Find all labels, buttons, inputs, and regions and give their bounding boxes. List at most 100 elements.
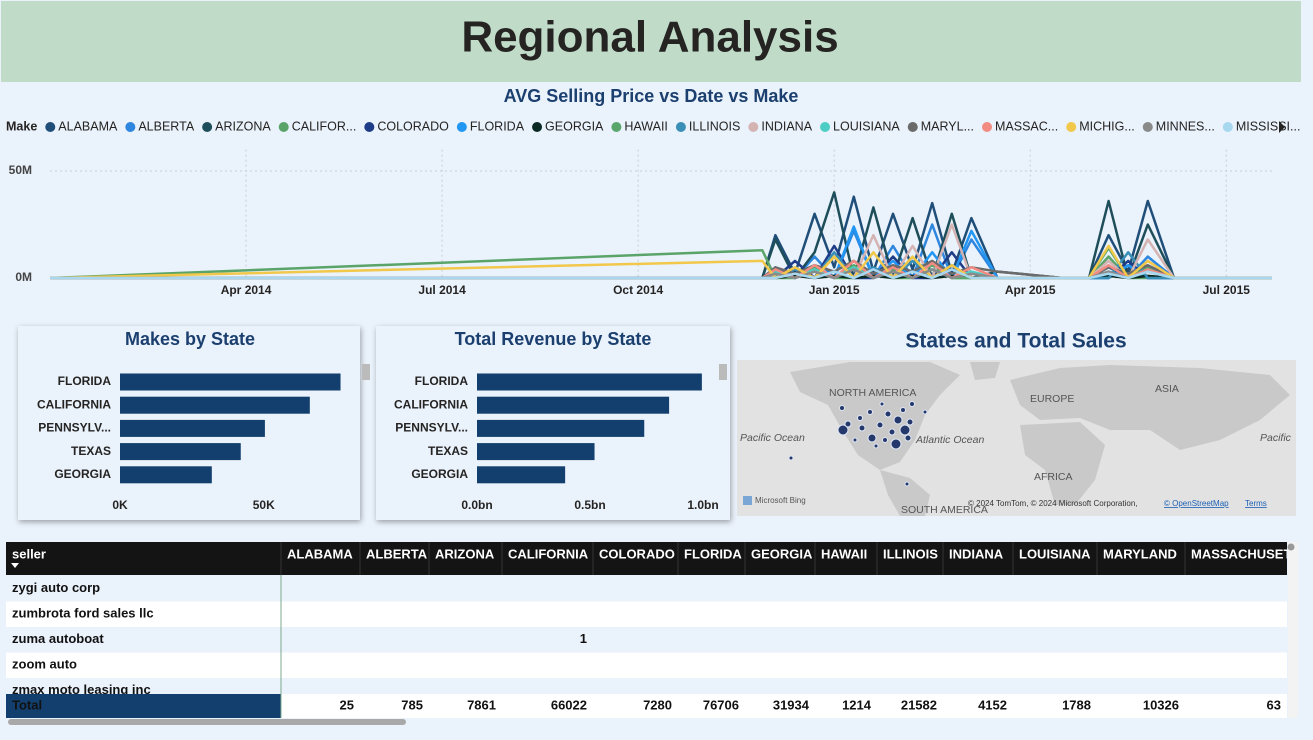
bubble — [900, 407, 906, 413]
map-label: ASIA — [1155, 383, 1179, 395]
bubble — [876, 421, 884, 429]
total-label: Total — [12, 697, 42, 712]
map-label: Pacific Ocean — [740, 432, 805, 444]
y-tick-label: GEORGIA — [411, 467, 468, 481]
legend-swatch[interactable] — [748, 122, 759, 132]
y-tick-label: FLORIDA — [415, 374, 469, 388]
column-header[interactable]: CALIFORNIA — [508, 546, 589, 561]
map-label: AFRICA — [1034, 471, 1073, 483]
legend-entry[interactable]: CALIFOR... — [292, 119, 357, 133]
total-value: 7861 — [467, 697, 496, 712]
table-row-bg — [6, 576, 1287, 602]
legend-swatch[interactable] — [278, 122, 289, 132]
legend-swatch[interactable] — [202, 122, 213, 132]
cell-value: 1 — [580, 631, 587, 646]
y-tick-label: 0M — [15, 270, 32, 284]
bubble — [904, 481, 910, 487]
bar[interactable] — [120, 396, 310, 414]
legend-swatch[interactable] — [532, 122, 543, 132]
legend-swatch[interactable] — [820, 122, 831, 132]
bar[interactable] — [120, 443, 241, 461]
legend-entry[interactable]: MISSISSI... — [1236, 119, 1301, 133]
legend-entry[interactable]: FLORIDA — [470, 119, 525, 133]
y-tick-label: CALIFORNIA — [37, 397, 111, 411]
legend-entry[interactable]: COLORADO — [377, 119, 449, 133]
column-header[interactable]: COLORADO — [599, 546, 675, 561]
bubble — [888, 428, 896, 436]
column-header[interactable]: ILLINOIS — [883, 546, 938, 561]
x-tick-label: Jan 2015 — [809, 283, 860, 297]
bar[interactable] — [477, 466, 566, 484]
bar[interactable] — [120, 373, 341, 391]
legend-entry[interactable]: ALABAMA — [58, 119, 118, 133]
legend-entry[interactable]: INDIANA — [761, 119, 812, 133]
legend-swatch[interactable] — [456, 122, 467, 132]
x-tick-label: Jul 2014 — [418, 283, 466, 297]
bubble — [906, 418, 914, 426]
legend-swatch[interactable] — [1066, 122, 1077, 132]
legend-entry[interactable]: ALBERTA — [138, 119, 194, 133]
bar[interactable] — [477, 419, 645, 437]
legend-swatch[interactable] — [364, 122, 375, 132]
column-header[interactable]: MARYLAND — [1103, 546, 1177, 561]
legend-entry[interactable]: HAWAII — [624, 119, 668, 133]
column-header[interactable]: MASSACHUSET — [1191, 546, 1291, 561]
legend-scroll-arrow[interactable] — [1279, 121, 1285, 133]
legend-swatch[interactable] — [907, 122, 918, 132]
bubble — [882, 437, 888, 443]
legend-swatch[interactable] — [611, 122, 622, 132]
column-header[interactable]: ALABAMA — [287, 546, 353, 561]
h-scrollbar[interactable] — [8, 719, 406, 725]
total-value: 63 — [1267, 697, 1281, 712]
scrollbar[interactable] — [719, 364, 727, 380]
column-header[interactable]: HAWAII — [821, 546, 867, 561]
legend-entry[interactable]: LOUISIANA — [833, 119, 900, 133]
map-label: EUROPE — [1030, 393, 1074, 405]
legend-entry[interactable]: MICHIG... — [1079, 119, 1135, 133]
bar[interactable] — [477, 396, 670, 414]
legend-entry[interactable]: MINNES... — [1156, 119, 1215, 133]
line-chart: Make ALABAMA ALBERTA ARIZONA CALIFOR... COLOR… — [6, 119, 1300, 297]
row-header: zoom auto — [12, 656, 77, 671]
map-label: NORTH AMERICA — [829, 387, 916, 399]
legend-swatch[interactable] — [982, 122, 992, 132]
bubble — [873, 443, 879, 449]
y-tick-label: PENNSYLV... — [38, 421, 111, 435]
land — [1020, 422, 1105, 505]
column-header[interactable]: FLORIDA — [684, 546, 742, 561]
map-osm-link[interactable]: © OpenStreetMap — [1164, 499, 1229, 508]
column-header[interactable]: ARIZONA — [435, 546, 495, 561]
legend-entry[interactable]: ILLINOIS — [689, 119, 740, 133]
chart-title: AVG Selling Price vs Date vs Make — [504, 86, 799, 106]
map-terms-link[interactable]: Terms — [1245, 499, 1267, 508]
bar[interactable] — [120, 419, 265, 437]
map: NORTH AMERICA EUROPE ASIA Pacific Ocean … — [737, 360, 1296, 516]
land — [970, 362, 1000, 380]
column-header[interactable]: LOUISIANA — [1019, 546, 1091, 561]
land — [880, 470, 930, 516]
legend-swatch[interactable] — [1222, 122, 1233, 132]
legend-swatch[interactable] — [45, 122, 56, 132]
bubble — [904, 434, 912, 442]
legend-entry[interactable]: MASSAC... — [995, 119, 1058, 133]
column-header[interactable]: GEORGIA — [751, 546, 813, 561]
bar[interactable] — [477, 373, 702, 391]
page-title: Regional Analysis — [461, 13, 838, 62]
legend-swatch[interactable] — [125, 122, 136, 132]
legend-swatch[interactable] — [1142, 122, 1153, 132]
v-scroll-thumb[interactable] — [1287, 543, 1295, 551]
legend-swatch[interactable] — [675, 122, 686, 132]
bubble — [893, 415, 903, 425]
column-header[interactable]: INDIANA — [949, 546, 1004, 561]
legend-entry[interactable]: ARIZONA — [215, 119, 271, 133]
legend-entry[interactable]: GEORGIA — [545, 119, 604, 133]
bar[interactable] — [477, 443, 595, 461]
header-band — [1, 1, 1301, 82]
scrollbar[interactable] — [362, 364, 370, 380]
column-header[interactable]: ALBERTA — [366, 546, 428, 561]
legend-entry[interactable]: MARYL... — [921, 119, 974, 133]
bubble — [852, 437, 858, 443]
x-tick-label: 50K — [253, 498, 275, 512]
column-header[interactable]: seller — [12, 546, 46, 561]
bar[interactable] — [120, 466, 212, 484]
